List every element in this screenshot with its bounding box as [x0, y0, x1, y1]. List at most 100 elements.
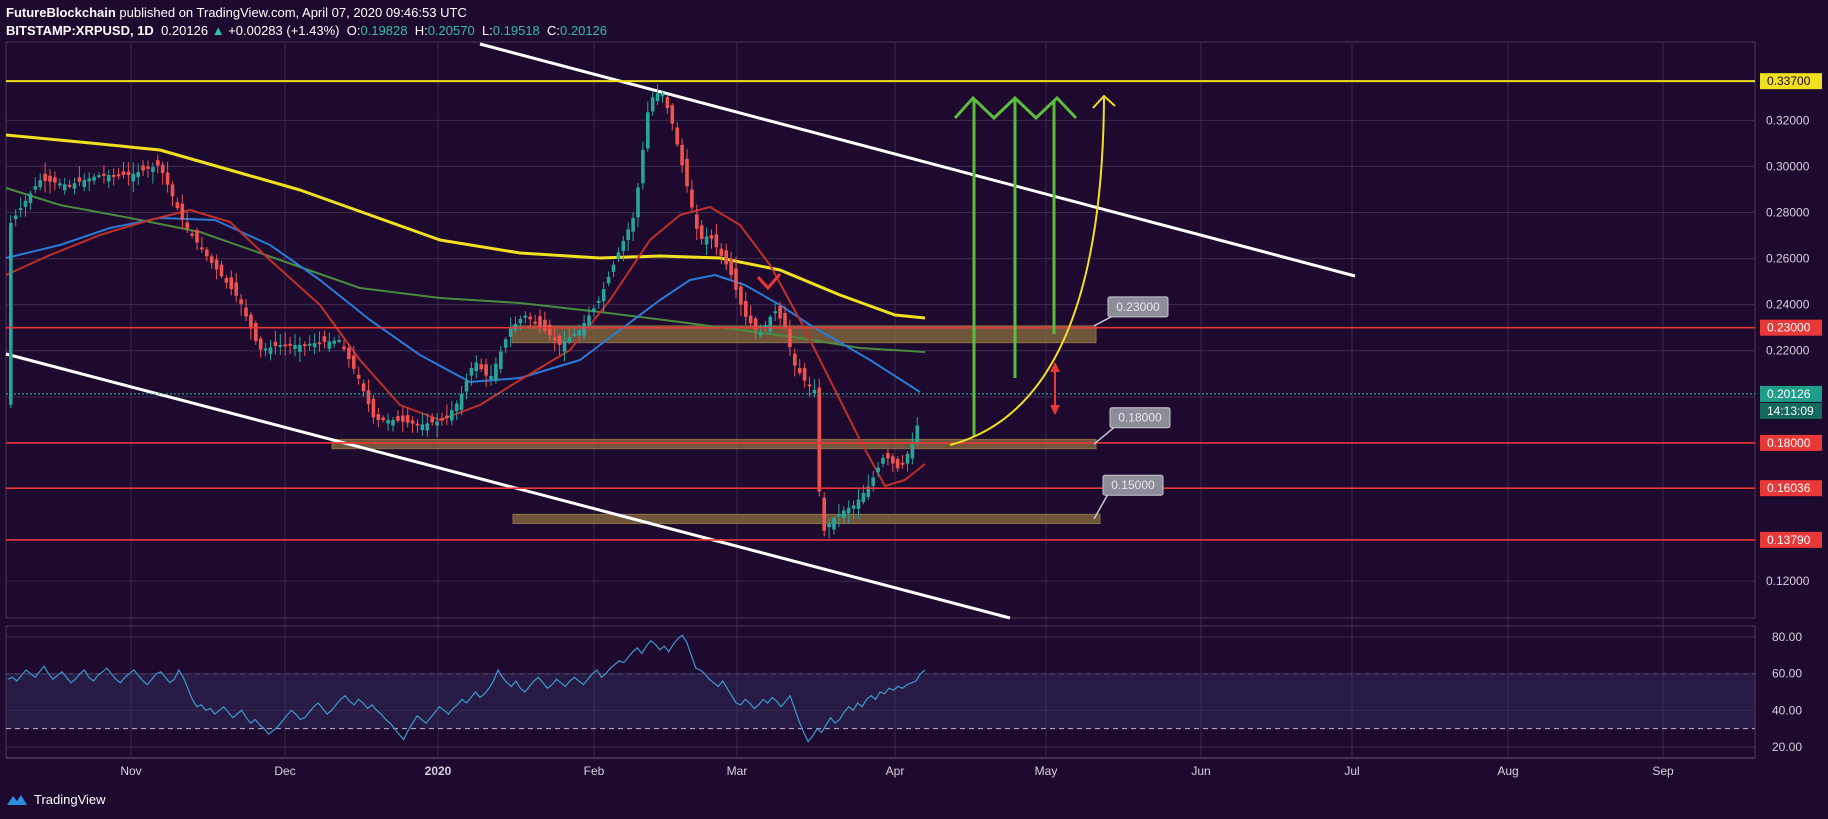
candle-body	[102, 173, 106, 176]
candle-body	[695, 214, 699, 229]
candle-body	[165, 172, 170, 185]
y-tick-label: 0.12000	[1766, 574, 1810, 588]
change-up-icon: ▲	[211, 23, 225, 38]
publish-info: published on TradingView.com, April 07, …	[119, 5, 467, 20]
level-tag	[1760, 480, 1822, 497]
candle-body	[205, 249, 209, 257]
callout-pointer	[1093, 426, 1116, 445]
candle-body	[141, 165, 145, 171]
candle-body	[312, 343, 317, 348]
candle-body	[592, 308, 596, 312]
candle-body	[361, 383, 366, 392]
candle-body	[332, 340, 336, 344]
candle-body	[753, 318, 758, 330]
candle-body	[587, 315, 591, 326]
level-tag-label: 0.23000	[1767, 321, 1811, 335]
candle-body	[665, 97, 670, 108]
candle-body	[415, 423, 420, 426]
candle-body	[469, 368, 474, 376]
candle-body	[842, 510, 846, 518]
candle-body	[479, 364, 483, 370]
candle-body	[499, 351, 503, 369]
candle-body	[871, 477, 875, 486]
ma-200-line	[5, 133, 926, 320]
candle-body	[572, 333, 577, 336]
candle-body	[410, 420, 415, 424]
candle-body	[190, 233, 194, 236]
candle-body	[891, 456, 895, 464]
candle-body	[895, 458, 900, 469]
current-price-label: 0.20126	[1767, 387, 1811, 401]
channel-lower-line	[5, 352, 1011, 620]
callout-box	[1107, 296, 1169, 318]
candle-body	[13, 215, 18, 220]
candle-body	[709, 235, 714, 239]
candle-body	[156, 160, 160, 166]
x-tick-label: Mar	[727, 764, 748, 778]
candle-body	[18, 208, 23, 211]
author-name[interactable]: FutureBlockchain	[6, 5, 116, 20]
candle-body	[724, 250, 728, 265]
low-value: 0.19518	[492, 23, 540, 38]
range-arrow-head-down	[1050, 405, 1060, 415]
candle-body	[812, 390, 817, 394]
candle-body	[386, 420, 390, 424]
candle-body	[748, 315, 753, 324]
candle-body	[621, 240, 626, 252]
candle-body	[704, 236, 709, 245]
candle-body	[503, 339, 508, 348]
candle-body	[650, 97, 655, 112]
zone-0-18	[331, 438, 1097, 450]
candle-body	[376, 414, 381, 420]
high-label: H:	[414, 23, 428, 38]
brand-label[interactable]: TradingView	[34, 792, 106, 807]
candle-body	[494, 363, 498, 381]
candle-body	[396, 416, 400, 421]
y-tick-label: 0.32000	[1766, 113, 1810, 127]
candle-body	[851, 505, 856, 509]
candle-body	[352, 355, 356, 369]
candle-body	[846, 507, 851, 514]
price-chart[interactable]: Nov Dec 2020 Feb Mar Apr May Jun Jul Aug Sep 0.1200…	[0, 0, 1828, 790]
candle-body	[249, 314, 253, 329]
symbol-label[interactable]: BITSTAMP:XRPUSD, 1D	[6, 23, 154, 38]
candle-body	[180, 203, 185, 220]
candle-body	[273, 341, 278, 346]
candle-body	[763, 325, 768, 327]
candle-body	[797, 368, 802, 374]
candle-body	[151, 167, 155, 173]
projection-curve-arrowhead	[1092, 94, 1116, 109]
candle-body	[107, 175, 111, 182]
candle-body	[327, 341, 332, 349]
callout-pointer	[1093, 493, 1109, 520]
callout-box	[1102, 474, 1164, 496]
candle-body	[464, 381, 469, 392]
y-tick-label: 0.28000	[1766, 205, 1810, 219]
candle-body	[92, 176, 96, 181]
price-pane	[5, 41, 1756, 619]
candle-body	[699, 225, 704, 239]
candle-body	[636, 187, 640, 218]
candle-body	[577, 330, 581, 336]
chart-header: FutureBlockchain published on TradingVie…	[6, 4, 607, 40]
countdown-label: 14:13:09	[1767, 404, 1814, 418]
candle-body	[219, 264, 224, 277]
x-tick-label: Dec	[274, 764, 295, 778]
candle-body	[861, 493, 866, 503]
candle-body	[303, 344, 307, 347]
candle-body	[533, 321, 537, 324]
candle-body	[307, 343, 312, 346]
candle-body	[160, 164, 165, 173]
callout-label: 0.18000	[1118, 411, 1162, 425]
candle-body	[405, 415, 410, 423]
candle-body	[562, 341, 567, 352]
candle-body	[518, 319, 523, 324]
candle-body	[459, 394, 464, 410]
candle-body	[641, 149, 645, 184]
candle-body	[837, 514, 841, 517]
candle-body	[9, 222, 13, 405]
candle-body	[337, 340, 341, 343]
candle-body	[146, 166, 150, 169]
sell-marker	[756, 273, 782, 291]
candle-body	[739, 286, 743, 305]
